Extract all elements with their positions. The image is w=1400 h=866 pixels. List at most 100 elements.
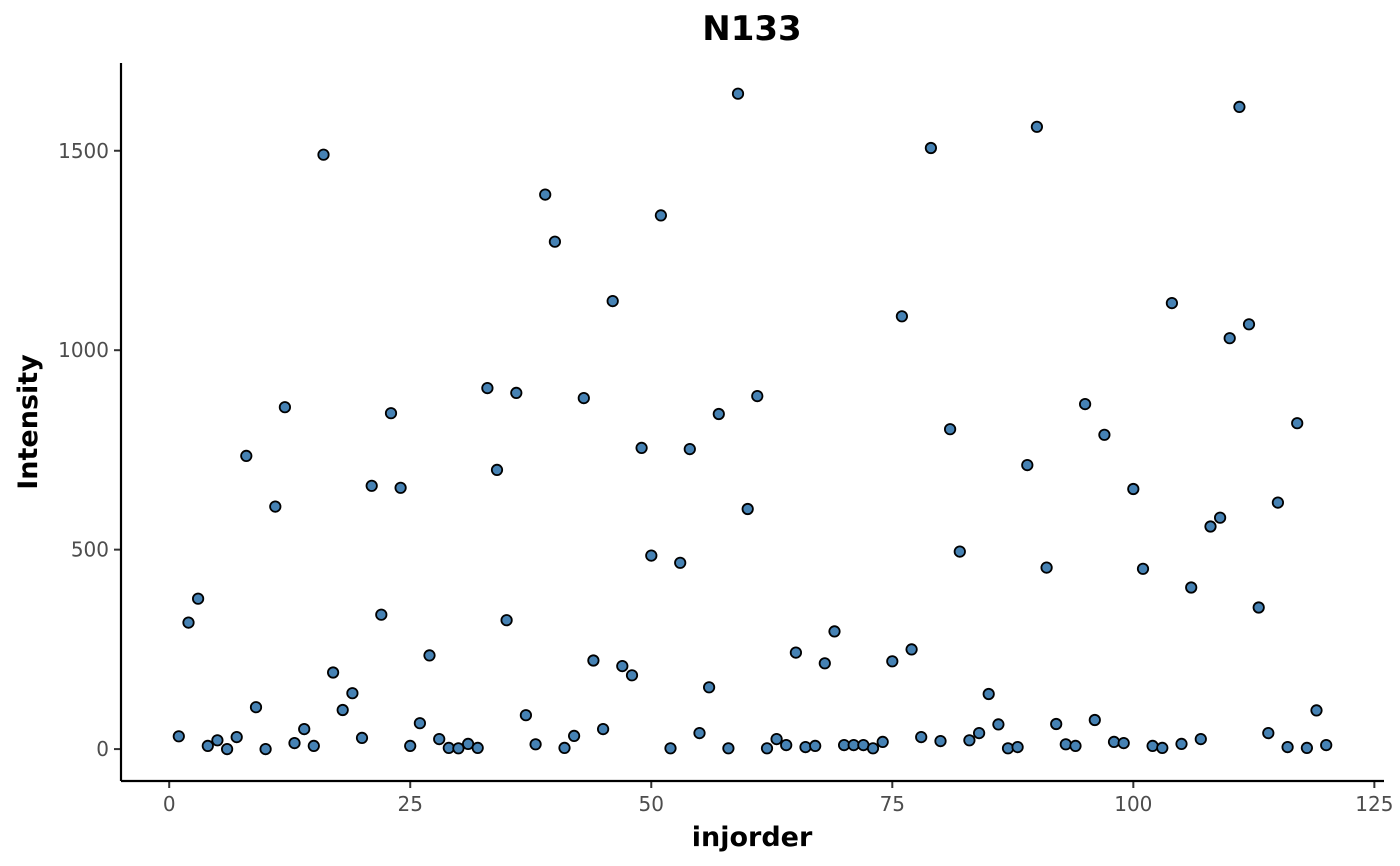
data-point <box>799 740 812 754</box>
y-axis-ticks: 0 500 1000 1500 <box>58 139 121 761</box>
data-point <box>221 742 234 756</box>
data-point <box>886 655 899 668</box>
data-point <box>490 463 504 476</box>
data-point <box>963 734 976 747</box>
data-point <box>674 556 687 569</box>
data-point <box>269 500 282 513</box>
data-point <box>596 722 610 736</box>
data-point <box>616 659 629 673</box>
data-point <box>375 608 388 621</box>
data-point <box>471 741 484 755</box>
data-point <box>577 391 590 405</box>
data-point <box>365 479 378 492</box>
data-point <box>924 141 938 155</box>
data-point <box>972 726 986 740</box>
data-point <box>1030 120 1044 133</box>
data-point <box>1242 318 1256 331</box>
x-tick-label: 50 <box>639 792 664 816</box>
data-point <box>1136 562 1150 575</box>
data-point <box>423 649 436 662</box>
chart-title: N133 <box>702 9 801 49</box>
data-point <box>182 616 195 629</box>
data-point <box>1233 100 1246 114</box>
data-point <box>992 718 1005 731</box>
data-point <box>230 730 243 744</box>
data-point <box>317 148 330 161</box>
x-tick-label: 100 <box>1114 792 1152 816</box>
data-point <box>654 209 668 222</box>
x-tick-label: 125 <box>1355 792 1393 816</box>
data-point <box>635 441 648 454</box>
data-point <box>741 502 754 516</box>
data-point <box>384 407 398 420</box>
data-point <box>1165 296 1179 310</box>
data-point <box>722 742 735 755</box>
data-point <box>876 735 889 749</box>
data-point <box>625 669 639 682</box>
data-point <box>519 709 533 722</box>
data-point <box>298 722 311 736</box>
data-point <box>1059 738 1072 751</box>
data-point <box>1156 741 1169 755</box>
data-points <box>172 87 1333 756</box>
data-point <box>828 625 841 638</box>
data-point <box>1175 737 1188 751</box>
data-point <box>404 739 417 753</box>
data-point <box>1021 458 1034 472</box>
x-axis-title: injorder <box>692 822 813 853</box>
data-point <box>1117 736 1130 750</box>
data-point <box>1146 739 1159 753</box>
data-point <box>1310 704 1323 717</box>
data-point <box>934 734 947 748</box>
data-point <box>982 687 995 701</box>
data-point <box>1252 601 1265 614</box>
data-point <box>510 386 523 399</box>
data-point <box>1320 738 1333 752</box>
data-point <box>905 643 918 656</box>
data-point <box>751 389 764 403</box>
data-point <box>307 739 320 753</box>
data-point <box>915 730 928 744</box>
data-point <box>278 401 291 414</box>
y-tick-label: 500 <box>71 538 109 562</box>
data-point <box>1214 511 1227 524</box>
data-point <box>413 717 426 730</box>
x-tick-label: 75 <box>880 792 905 816</box>
data-point <box>1281 740 1294 754</box>
y-axis-title: Intensity <box>13 354 44 490</box>
data-point <box>645 549 658 562</box>
data-point <box>558 741 571 755</box>
data-point <box>1011 740 1024 754</box>
data-point <box>394 481 407 494</box>
data-point <box>481 381 494 395</box>
data-point <box>259 742 272 756</box>
data-point <box>1079 397 1092 411</box>
data-point <box>288 736 301 750</box>
data-point <box>433 732 446 746</box>
data-point <box>1194 732 1207 746</box>
data-point <box>172 730 185 743</box>
data-point <box>1262 726 1275 740</box>
data-point <box>587 654 600 667</box>
data-point <box>500 614 513 627</box>
data-point <box>1050 717 1063 731</box>
data-point <box>1204 520 1217 533</box>
y-tick-label: 1000 <box>58 338 109 362</box>
data-point <box>702 681 716 694</box>
data-point <box>1107 735 1121 749</box>
data-point <box>1271 496 1285 509</box>
data-point <box>731 87 745 100</box>
data-point <box>1098 428 1111 441</box>
data-point <box>712 407 725 421</box>
data-point <box>789 646 803 659</box>
data-point <box>249 701 263 714</box>
data-point <box>953 545 966 558</box>
data-point <box>240 449 253 462</box>
data-point <box>606 294 619 308</box>
data-point <box>770 732 783 746</box>
y-tick-label: 0 <box>96 737 109 761</box>
data-point <box>548 235 562 248</box>
data-point <box>355 731 369 745</box>
data-point <box>683 442 696 456</box>
